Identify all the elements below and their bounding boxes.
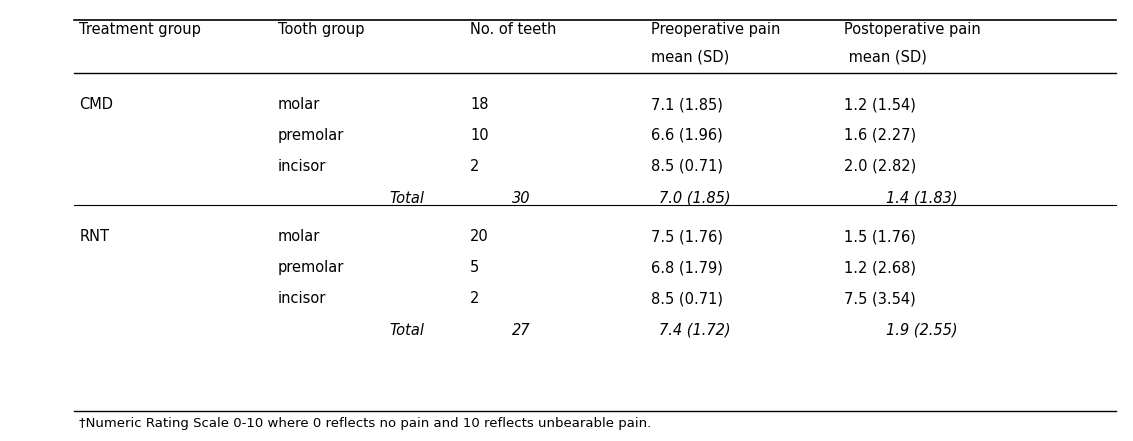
Text: 2: 2 xyxy=(470,159,479,174)
Text: 1.5 (1.76): 1.5 (1.76) xyxy=(844,229,915,244)
Text: 7.5 (1.76): 7.5 (1.76) xyxy=(651,229,724,244)
Text: incisor: incisor xyxy=(278,291,326,306)
Text: Total: Total xyxy=(390,191,425,206)
Text: incisor: incisor xyxy=(278,159,326,174)
Text: †Numeric Rating Scale 0-10 where 0 reflects no pain and 10 reflects unbearable p: †Numeric Rating Scale 0-10 where 0 refle… xyxy=(79,417,651,430)
Text: 2: 2 xyxy=(470,291,479,306)
Text: molar: molar xyxy=(278,97,320,112)
Text: 6.8 (1.79): 6.8 (1.79) xyxy=(651,260,723,275)
Text: 2.0 (2.82): 2.0 (2.82) xyxy=(844,159,917,174)
Text: No. of teeth: No. of teeth xyxy=(470,22,556,37)
Text: 7.4 (1.72): 7.4 (1.72) xyxy=(659,323,731,338)
Text: 30: 30 xyxy=(512,191,530,206)
Text: 1.2 (1.54): 1.2 (1.54) xyxy=(844,97,915,112)
Text: Treatment group: Treatment group xyxy=(79,22,202,37)
Text: 1.6 (2.27): 1.6 (2.27) xyxy=(844,128,917,143)
Text: Tooth group: Tooth group xyxy=(278,22,364,37)
Text: 18: 18 xyxy=(470,97,488,112)
Text: mean (SD): mean (SD) xyxy=(651,49,730,64)
Text: RNT: RNT xyxy=(79,229,109,244)
Text: Preoperative pain: Preoperative pain xyxy=(651,22,781,37)
Text: mean (SD): mean (SD) xyxy=(844,49,927,64)
Text: Total: Total xyxy=(390,323,425,338)
Text: 6.6 (1.96): 6.6 (1.96) xyxy=(651,128,723,143)
Text: 7.1 (1.85): 7.1 (1.85) xyxy=(651,97,723,112)
Text: CMD: CMD xyxy=(79,97,113,112)
Text: premolar: premolar xyxy=(278,128,344,143)
Text: 27: 27 xyxy=(512,323,530,338)
Text: 7.0 (1.85): 7.0 (1.85) xyxy=(659,191,731,206)
Text: 8.5 (0.71): 8.5 (0.71) xyxy=(651,159,724,174)
Text: 1.4 (1.83): 1.4 (1.83) xyxy=(886,191,957,206)
Text: 20: 20 xyxy=(470,229,489,244)
Text: Postoperative pain: Postoperative pain xyxy=(844,22,981,37)
Text: premolar: premolar xyxy=(278,260,344,275)
Text: 1.2 (2.68): 1.2 (2.68) xyxy=(844,260,917,275)
Text: 8.5 (0.71): 8.5 (0.71) xyxy=(651,291,724,306)
Text: 7.5 (3.54): 7.5 (3.54) xyxy=(844,291,915,306)
Text: 10: 10 xyxy=(470,128,488,143)
Text: 5: 5 xyxy=(470,260,479,275)
Text: molar: molar xyxy=(278,229,320,244)
Text: 1.9 (2.55): 1.9 (2.55) xyxy=(886,323,957,338)
